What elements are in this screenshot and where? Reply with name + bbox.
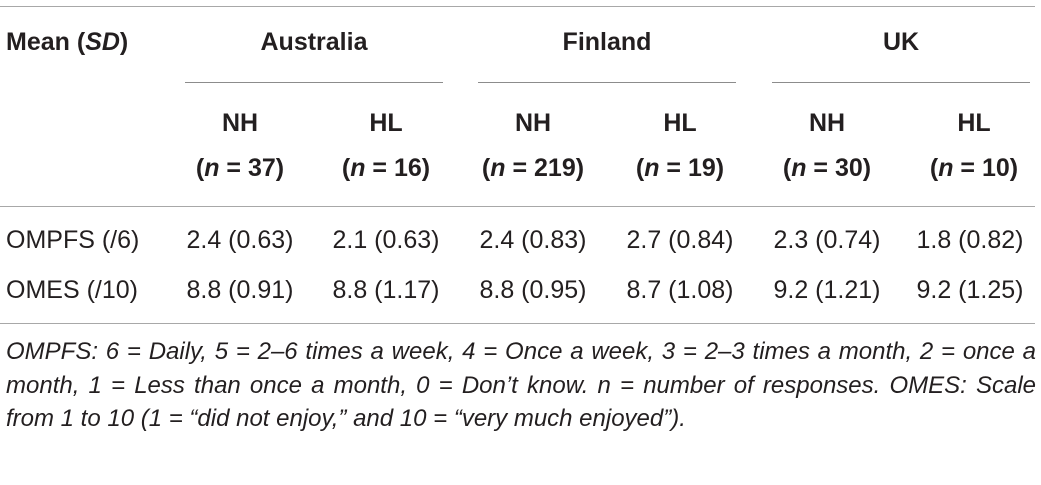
table-cell: 2.4 (0.63) bbox=[186, 226, 294, 254]
country-header-uk: UK bbox=[882, 28, 920, 56]
table-cell: 9.2 (1.21) bbox=[773, 276, 881, 304]
subgroup-header: NH bbox=[514, 109, 552, 137]
table-cell: 9.2 (1.25) bbox=[916, 276, 1024, 304]
country-header-australia: Australia bbox=[260, 28, 368, 56]
table-bottom-rule bbox=[0, 323, 1035, 324]
subgroup-header: HL bbox=[369, 109, 403, 137]
table-cell: 2.1 (0.63) bbox=[332, 226, 440, 254]
stub-header: Mean (SD) bbox=[6, 28, 129, 56]
group-rule-uk bbox=[772, 82, 1030, 83]
subgroup-header: NH bbox=[808, 109, 846, 137]
header-bottom-rule bbox=[0, 206, 1035, 207]
row-label-ompfs: OMPFS (/6) bbox=[6, 226, 140, 254]
table-cell: 8.8 (0.95) bbox=[479, 276, 587, 304]
row-label-omes: OMES (/10) bbox=[6, 276, 138, 304]
table-cell: 8.7 (1.08) bbox=[626, 276, 734, 304]
sample-size-header: (n = 19) bbox=[635, 154, 725, 182]
table-footnote: OMPFS: 6 = Daily, 5 = 2–6 times a week, … bbox=[6, 338, 1036, 432]
table-cell: 2.4 (0.83) bbox=[479, 226, 587, 254]
sample-size-header: (n = 37) bbox=[195, 154, 285, 182]
sample-size-header: (n = 10) bbox=[929, 154, 1019, 182]
table-top-rule bbox=[0, 6, 1035, 7]
subgroup-header: NH bbox=[221, 109, 259, 137]
sample-size-header: (n = 219) bbox=[481, 154, 585, 182]
group-rule-finland bbox=[478, 82, 736, 83]
country-header-finland: Finland bbox=[562, 28, 652, 56]
table-cell: 2.3 (0.74) bbox=[773, 226, 881, 254]
table-cell: 8.8 (0.91) bbox=[186, 276, 294, 304]
subgroup-header: HL bbox=[957, 109, 991, 137]
sample-size-header: (n = 16) bbox=[341, 154, 431, 182]
table-cell: 1.8 (0.82) bbox=[916, 226, 1024, 254]
table-cell: 2.7 (0.84) bbox=[626, 226, 734, 254]
sample-size-header: (n = 30) bbox=[782, 154, 872, 182]
subgroup-header: HL bbox=[663, 109, 697, 137]
table-cell: 8.8 (1.17) bbox=[332, 276, 440, 304]
group-rule-australia bbox=[185, 82, 443, 83]
